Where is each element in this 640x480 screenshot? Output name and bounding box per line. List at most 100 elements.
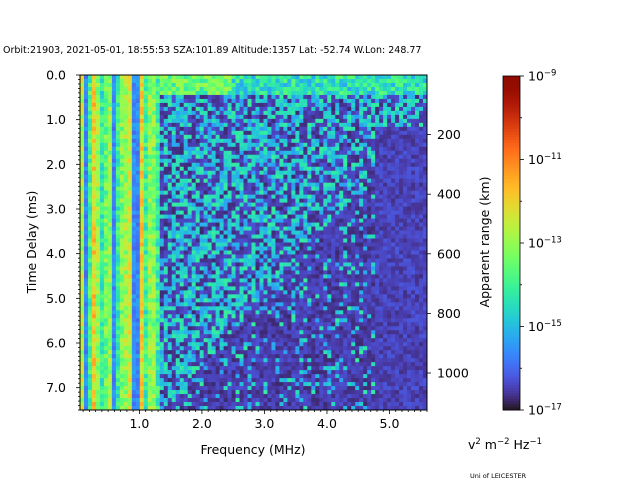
heatmap-cell bbox=[143, 210, 149, 215]
heatmap-cell bbox=[211, 382, 217, 387]
heatmap-cell bbox=[315, 190, 320, 196]
heatmap-cell bbox=[203, 150, 209, 156]
heatmap-cell bbox=[111, 86, 117, 92]
heatmap-cell bbox=[223, 226, 228, 231]
heatmap-cell bbox=[271, 166, 276, 172]
heatmap-cell bbox=[111, 378, 117, 383]
heatmap-cell bbox=[223, 106, 228, 112]
heatmap-cell bbox=[155, 158, 161, 164]
heatmap-cell bbox=[135, 146, 141, 152]
heatmap-cell bbox=[211, 398, 217, 403]
heatmap-cell bbox=[87, 218, 93, 223]
heatmap-cell bbox=[247, 406, 252, 411]
heatmap-cell bbox=[251, 374, 256, 379]
heatmap-cell bbox=[199, 106, 205, 112]
heatmap-cell bbox=[151, 166, 157, 172]
heatmap-cell bbox=[91, 394, 97, 399]
heatmap-cell bbox=[131, 246, 137, 251]
heatmap-cell bbox=[295, 342, 300, 347]
heatmap-cell bbox=[99, 322, 105, 327]
heatmap-cell bbox=[267, 262, 272, 267]
heatmap-cell bbox=[311, 186, 316, 192]
heatmap-cell bbox=[127, 338, 133, 343]
heatmap-cell bbox=[127, 242, 133, 247]
heatmap-cell bbox=[227, 238, 232, 243]
heatmap-cell bbox=[123, 382, 129, 387]
heatmap-cell bbox=[303, 338, 308, 343]
heatmap-cell bbox=[119, 114, 125, 120]
heatmap-cell bbox=[183, 210, 189, 215]
heatmap-cell bbox=[135, 94, 141, 100]
heatmap-cell bbox=[259, 122, 264, 128]
heatmap-cell bbox=[107, 190, 113, 196]
heatmap-cell bbox=[143, 194, 149, 200]
heatmap-cell bbox=[135, 302, 141, 307]
heatmap-cell bbox=[83, 82, 89, 88]
heatmap-cell bbox=[251, 302, 256, 307]
heatmap-cell bbox=[199, 350, 205, 355]
heatmap-cell bbox=[263, 162, 268, 168]
heatmap-cell bbox=[195, 266, 201, 271]
heatmap-cell bbox=[179, 354, 185, 359]
heatmap-cell bbox=[239, 390, 244, 395]
heatmap-cell bbox=[179, 78, 185, 84]
heatmap-cell bbox=[239, 258, 244, 263]
heatmap-cell bbox=[243, 158, 248, 164]
heatmap-cell bbox=[183, 206, 189, 211]
heatmap-cell bbox=[80, 142, 85, 148]
heatmap-cell bbox=[139, 194, 145, 200]
heatmap-cell bbox=[115, 378, 121, 383]
heatmap-cell bbox=[151, 178, 157, 184]
heatmap-cell bbox=[207, 286, 213, 291]
heatmap-cell bbox=[83, 166, 89, 172]
heatmap-cell bbox=[211, 94, 217, 100]
heatmap-cell bbox=[99, 146, 105, 152]
heatmap-cell bbox=[187, 246, 193, 251]
heatmap-cell bbox=[143, 190, 149, 196]
heatmap-cell bbox=[191, 378, 197, 383]
heatmap-cell bbox=[83, 374, 89, 379]
heatmap-cell bbox=[223, 282, 228, 287]
heatmap-cell bbox=[203, 154, 209, 160]
heatmap-cell bbox=[295, 170, 300, 176]
heatmap-cell bbox=[143, 126, 149, 132]
heatmap-cell bbox=[271, 210, 276, 215]
heatmap-cell bbox=[259, 342, 264, 347]
heatmap-cell bbox=[167, 122, 173, 128]
heatmap-cell bbox=[231, 310, 236, 315]
heatmap-cell bbox=[107, 250, 113, 255]
heatmap-cell bbox=[147, 390, 153, 395]
heatmap-cell bbox=[219, 94, 224, 100]
heatmap-cell bbox=[131, 106, 137, 112]
heatmap-cell bbox=[87, 154, 93, 160]
heatmap-cell bbox=[115, 78, 121, 84]
heatmap-cell bbox=[163, 82, 169, 88]
heatmap-cell bbox=[103, 154, 109, 160]
heatmap-cell bbox=[135, 278, 141, 283]
heatmap-cell bbox=[191, 242, 197, 247]
heatmap-cell bbox=[139, 334, 145, 339]
heatmap-cell bbox=[123, 90, 129, 96]
heatmap-cell bbox=[239, 326, 244, 331]
heatmap-cell bbox=[287, 290, 292, 295]
heatmap-cell bbox=[107, 178, 113, 184]
heatmap-cell bbox=[167, 142, 173, 148]
heatmap-cell bbox=[103, 182, 109, 188]
heatmap-cell bbox=[255, 170, 260, 176]
heatmap-cell bbox=[259, 398, 264, 403]
heatmap-cell bbox=[219, 138, 224, 144]
heatmap-cell bbox=[155, 266, 161, 271]
heatmap-cell bbox=[163, 314, 169, 319]
heatmap-cell bbox=[191, 130, 197, 136]
heatmap-cell bbox=[87, 394, 93, 399]
heatmap-cell bbox=[255, 250, 260, 255]
heatmap-cell bbox=[159, 90, 165, 96]
heatmap-cell bbox=[107, 346, 113, 351]
heatmap-cell bbox=[223, 326, 228, 331]
heatmap-cell bbox=[163, 154, 169, 160]
heatmap-cell bbox=[267, 130, 272, 136]
heatmap-cell bbox=[135, 166, 141, 172]
heatmap-cell bbox=[155, 102, 161, 108]
heatmap-cell bbox=[251, 214, 256, 219]
heatmap-cell bbox=[199, 170, 205, 176]
